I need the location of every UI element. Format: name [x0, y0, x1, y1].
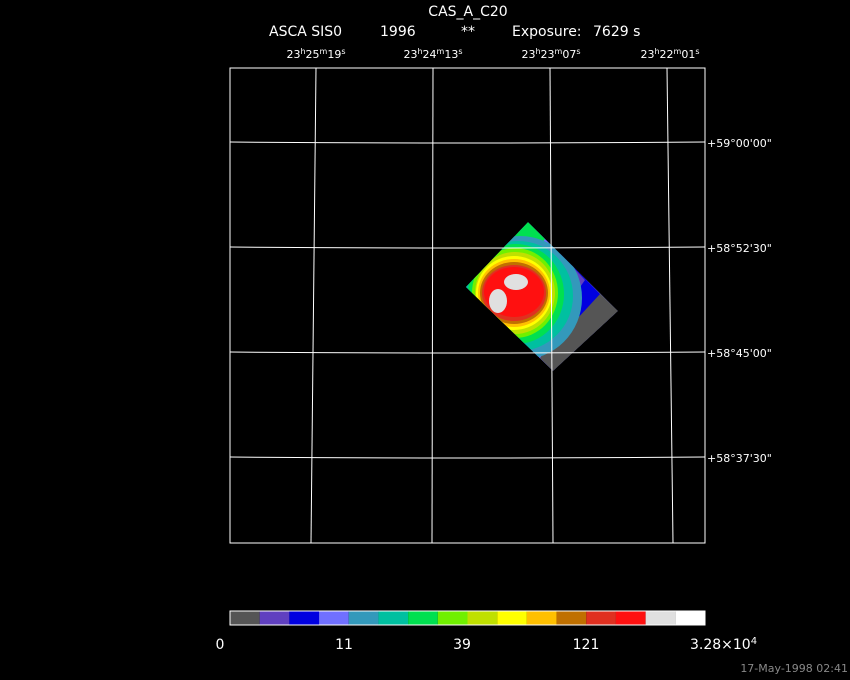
ra-unit: h	[417, 47, 422, 56]
colorbar-label: 11	[335, 637, 353, 653]
ra-value: 01	[681, 48, 695, 61]
ra-unit: s	[576, 47, 580, 56]
ra-value: 13	[444, 48, 458, 61]
colorbar-frame	[229, 610, 706, 626]
ra-value: 23	[286, 48, 300, 61]
flag: **	[461, 24, 475, 40]
color-swatch	[586, 611, 616, 625]
ra-label: 23h25m19s	[286, 47, 345, 62]
color-swatch	[526, 611, 557, 625]
colorbar-max-label: 3.28×104	[690, 636, 757, 654]
ra-value: 19	[327, 48, 341, 61]
dec-label: +58°52'30"	[707, 242, 772, 255]
ra-label: 23h22m01s	[640, 47, 699, 62]
mantissa: 3.28×10	[690, 637, 751, 653]
exponent: 4	[751, 636, 757, 647]
color-swatch	[319, 611, 349, 625]
color-swatch	[259, 611, 290, 625]
ra-unit: s	[695, 47, 699, 56]
color-swatch	[467, 611, 498, 625]
ra-value: 24	[423, 48, 437, 61]
title: CAS_A_C20	[428, 4, 507, 20]
ra-unit: m	[320, 47, 328, 56]
dec-label: +58°45'00"	[707, 347, 772, 360]
color-swatch	[437, 611, 468, 625]
colorbar-label: 121	[573, 637, 600, 653]
timestamp: 17-May-1998 02:41	[740, 662, 848, 675]
ra-unit: h	[300, 47, 305, 56]
ra-unit: m	[674, 47, 682, 56]
color-swatch	[645, 611, 676, 625]
color-swatch	[615, 611, 646, 625]
color-swatch	[556, 611, 587, 625]
ra-value: 23	[521, 48, 535, 61]
ra-value: 22	[660, 48, 674, 61]
exposure-label: Exposure:	[512, 24, 582, 40]
ra-unit: s	[341, 47, 345, 56]
image	[466, 222, 618, 371]
exposure-value: 7629 s	[593, 24, 640, 40]
ra-value: 23	[541, 48, 555, 61]
ra-value: 25	[306, 48, 320, 61]
ra-unit: m	[437, 47, 445, 56]
ra-unit: h	[535, 47, 540, 56]
frame	[229, 67, 706, 544]
color-swatch	[497, 611, 527, 625]
color-swatch	[378, 611, 409, 625]
year: 1996	[380, 24, 416, 40]
ra-value: 23	[640, 48, 654, 61]
color-swatch	[675, 611, 705, 625]
ra-label: 23h24m13s	[403, 47, 462, 62]
grid	[229, 67, 706, 544]
color-swatch	[289, 611, 320, 625]
dec-label: +58°37'30"	[707, 452, 772, 465]
colorbar-label: 0	[216, 637, 225, 653]
ra-label: 23h23m07s	[521, 47, 580, 62]
color-swatch	[230, 611, 260, 625]
colorbar-label: 39	[453, 637, 471, 653]
ra-value: 07	[562, 48, 576, 61]
ra-unit: m	[555, 47, 563, 56]
ra-value: 23	[403, 48, 417, 61]
ra-unit: s	[458, 47, 462, 56]
ra-unit: h	[654, 47, 659, 56]
color-swatch	[408, 611, 438, 625]
instrument: ASCA SIS0	[269, 24, 342, 40]
color-swatch	[348, 611, 379, 625]
dec-label: +59°00'00"	[707, 137, 772, 150]
